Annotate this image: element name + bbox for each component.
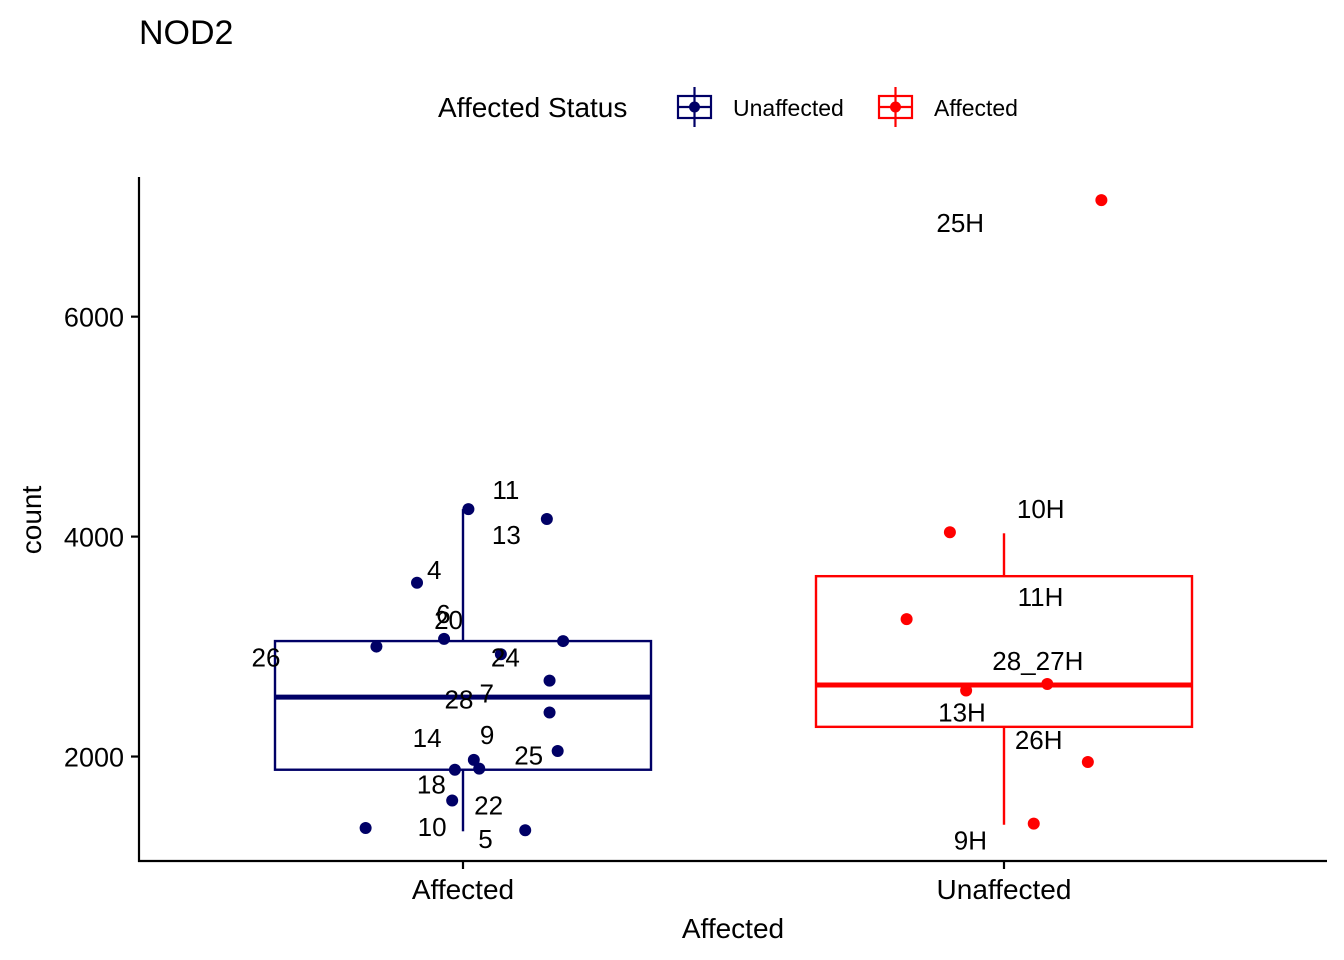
data-point: [943, 526, 956, 539]
point-label: 5: [478, 824, 492, 854]
y-tick-label: 6000: [64, 303, 124, 333]
y-tick-label: 2000: [64, 743, 124, 773]
x-axis-label: Affected: [682, 913, 784, 944]
data-point: [473, 762, 486, 775]
box-iqr: [814, 574, 1194, 729]
point-label: 11: [492, 475, 519, 505]
point-label: 25: [514, 741, 543, 771]
point-label: 28_27H: [992, 646, 1083, 676]
point-label: 10H: [1017, 494, 1065, 524]
y-tick-label: 4000: [64, 523, 124, 553]
y-ticks: 2000 4000 6000: [64, 303, 139, 773]
point-label: 9: [480, 720, 494, 750]
data-point: [446, 794, 459, 807]
point-label: 24: [491, 642, 520, 672]
point-label: 11H: [1018, 582, 1064, 612]
point-label: 10: [418, 812, 447, 842]
point-label: 20: [434, 605, 463, 635]
data-point: [462, 503, 475, 516]
box-group-unaffected: 11 13 4 620 26 24 28 7 14 9 25 18 22 10 5: [252, 475, 653, 854]
data-point: [467, 753, 480, 766]
data-point: [359, 822, 372, 835]
point-label: 9H: [954, 826, 987, 856]
data-point: [551, 745, 564, 758]
data-point: [540, 513, 553, 525]
legend-label-unaffected: Unaffected: [733, 95, 844, 121]
data-point: [1027, 817, 1040, 830]
data-point: [438, 632, 451, 645]
point-label: 26H: [1015, 725, 1063, 755]
data-point: [1041, 677, 1054, 690]
data-point: [411, 576, 424, 589]
point-label: 18: [417, 770, 446, 800]
data-point: [494, 648, 507, 661]
plot-area: 11 13 4 620 26 24 28 7 14 9 25 18 22 10 5 25H 10H 11H 28_2…: [252, 194, 1194, 856]
point-label: 13: [492, 520, 521, 550]
data-point: [448, 763, 461, 776]
box-iqr: [273, 639, 653, 771]
y-axis-label: count: [16, 486, 47, 555]
data-point: [543, 674, 556, 687]
data-point: [900, 613, 913, 626]
point-label: 26: [252, 643, 281, 673]
point-label: 22: [474, 791, 503, 821]
data-point: [519, 824, 532, 837]
point-label: 14: [413, 723, 442, 753]
point-label: 13H: [938, 698, 986, 728]
legend-key-unaffected: [676, 87, 713, 127]
legend-key-affected: [877, 87, 914, 127]
chart-title: NOD2: [139, 14, 233, 52]
data-point: [960, 684, 973, 697]
x-tick-label: Affected: [412, 874, 514, 905]
x-tick-label: Unaffected: [937, 874, 1072, 905]
data-point: [543, 706, 556, 719]
data-point: [1095, 194, 1108, 207]
legend-label-affected: Affected: [934, 95, 1018, 121]
data-point: [557, 635, 570, 648]
point-label: 28: [445, 685, 474, 715]
x-ticks: Affected Unaffected: [412, 861, 1072, 905]
point-label: 25H: [936, 208, 984, 238]
point-label: 7: [480, 679, 494, 709]
legend-title: Affected Status: [438, 92, 627, 123]
point-label: 6: [436, 599, 450, 629]
point-label: 4: [427, 555, 441, 585]
legend: Affected Status Unaffected Affected: [438, 87, 1018, 127]
axes: 2000 4000 6000 Affected Unaffected: [64, 177, 1327, 905]
data-point: [370, 640, 383, 653]
data-point: [1081, 756, 1094, 769]
